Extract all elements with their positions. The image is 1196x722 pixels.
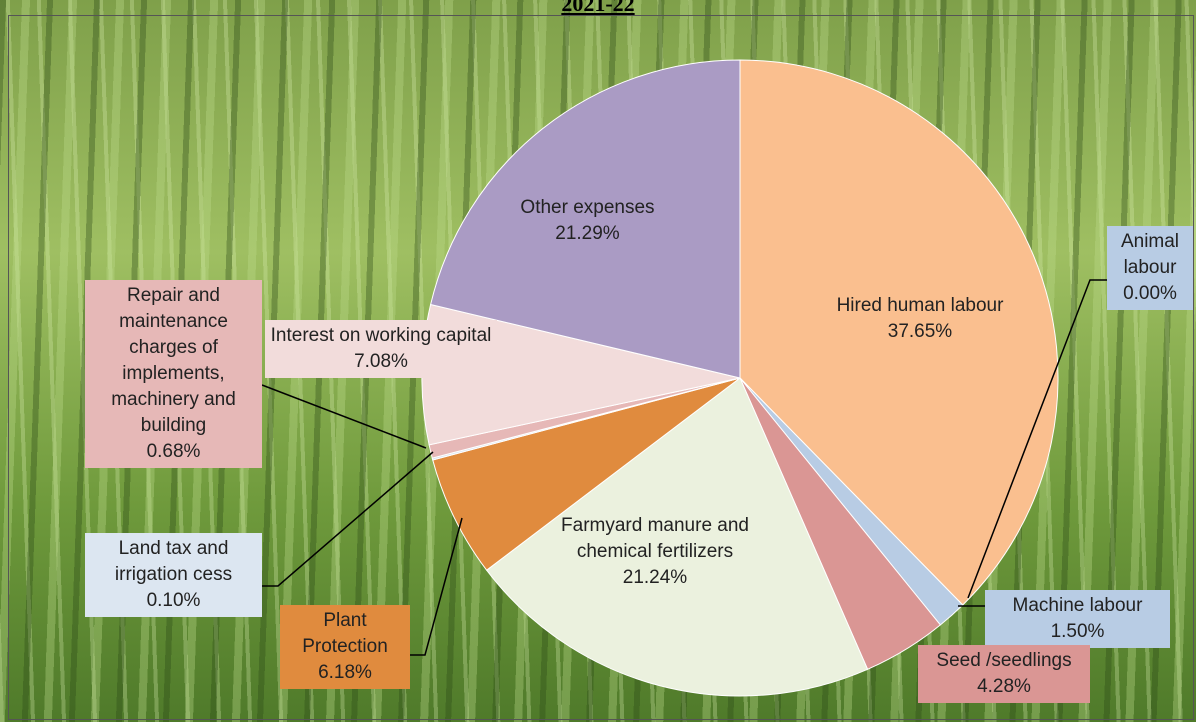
label-text: Land tax and irrigation cess (89, 536, 258, 588)
data-label: Repair and maintenance charges of implem… (85, 280, 262, 468)
leader-line (262, 452, 433, 586)
label-text: 7.08% (269, 349, 493, 375)
label-text: Interest on working capital (269, 323, 493, 349)
label-text: Seed /seedlings (922, 648, 1086, 674)
label-text: Animal labour (1111, 229, 1189, 281)
label-text: Other expenses (494, 195, 681, 221)
leader-line (410, 518, 462, 655)
label-text: 21.29% (494, 221, 681, 247)
label-text: 0.68% (89, 439, 258, 465)
chart: 2021-22 Hired human labour37.65%Animal l… (0, 0, 1196, 722)
label-text: 0.10% (89, 588, 258, 614)
label-text: 21.24% (544, 565, 766, 591)
label-text: 0.00% (1111, 281, 1189, 307)
label-text: 4.28% (922, 674, 1086, 700)
label-text: Repair and maintenance charges of implem… (89, 283, 258, 439)
label-text: 1.50% (989, 619, 1166, 645)
label-text: Machine labour (989, 593, 1166, 619)
label-text: 6.18% (284, 660, 406, 686)
label-text: Farmyard manure and chemical fertilizers (544, 513, 766, 565)
label-text: Plant Protection (284, 608, 406, 660)
data-label: Farmyard manure and chemical fertilizers… (540, 510, 770, 594)
leader-line (262, 385, 426, 448)
label-text: 37.65% (784, 319, 1056, 345)
label-text: Hired human labour (784, 293, 1056, 319)
